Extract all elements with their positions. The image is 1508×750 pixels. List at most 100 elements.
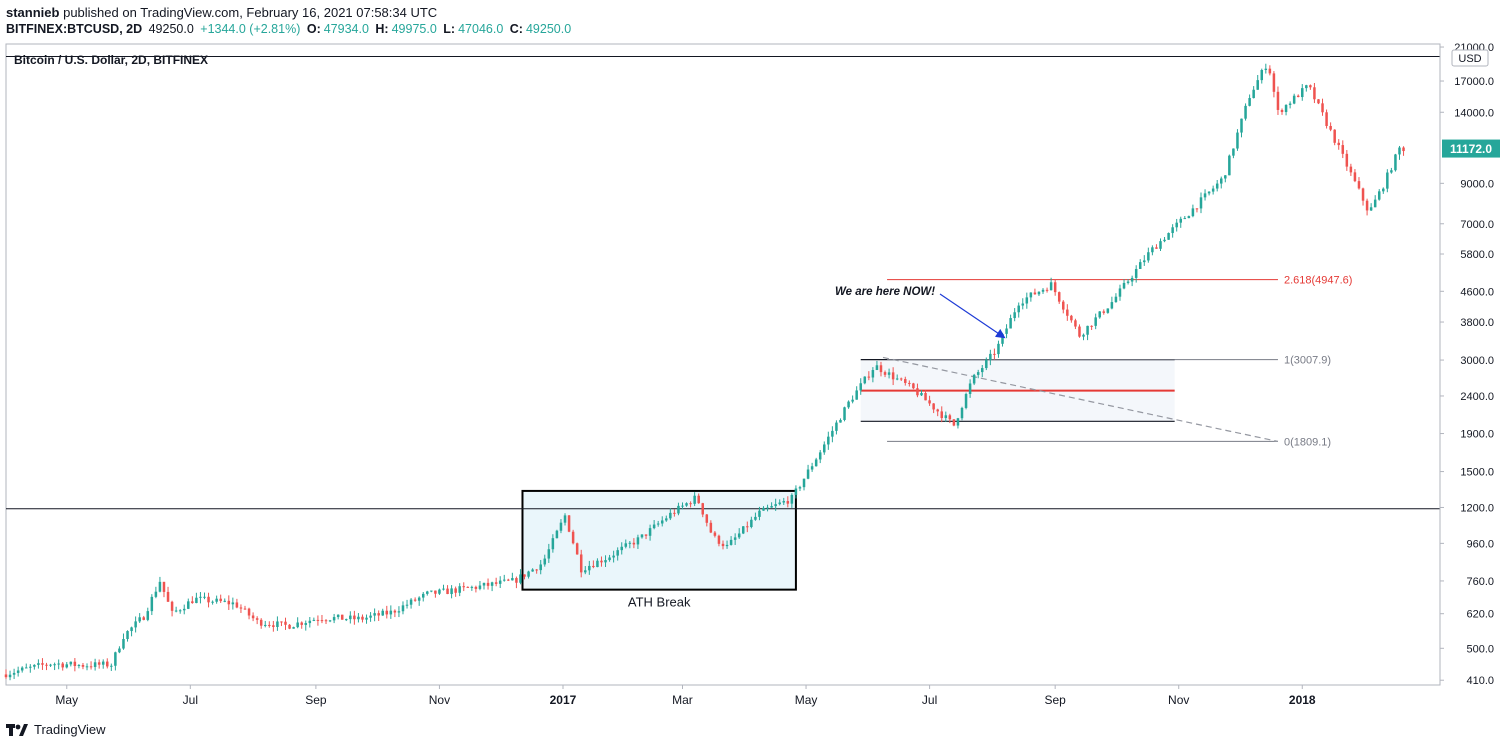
candle-body-49 xyxy=(203,596,206,598)
fib-label-2: 0(1809.1) xyxy=(1284,436,1331,448)
tradingview-brand: TradingView xyxy=(34,722,106,737)
candle-body-244 xyxy=(993,353,996,355)
candle-body-333 xyxy=(1353,172,1357,182)
x-tick-label-4: 2017 xyxy=(550,693,577,707)
y-tick-label-3: 760.0 xyxy=(1466,576,1494,588)
candle-body-314 xyxy=(1276,91,1280,110)
candle-body-331 xyxy=(1345,153,1349,167)
candle-body-303 xyxy=(1232,148,1235,156)
candle-body-43 xyxy=(178,610,182,612)
candle-body-305 xyxy=(1240,118,1243,133)
candle-body-279 xyxy=(1134,268,1138,278)
candle-body-169 xyxy=(689,503,692,505)
candle-body-342 xyxy=(1390,170,1393,173)
candle-body-155 xyxy=(632,542,636,545)
ohlc-legend: BITFINEX:BTCUSD, 2D 49250.0 +1344.0 (+2.… xyxy=(6,22,574,36)
candle-body-332 xyxy=(1349,166,1353,173)
candle-body-249 xyxy=(1013,312,1016,319)
x-tick-label-0: May xyxy=(55,693,78,707)
candle-body-112 xyxy=(458,586,461,593)
candle-body-80 xyxy=(328,620,332,622)
candle-body-288 xyxy=(1171,227,1174,234)
annotation-arrow xyxy=(939,293,1006,339)
candle-body-197 xyxy=(802,478,806,488)
candle-body-322 xyxy=(1309,85,1312,88)
candle-body-298 xyxy=(1211,188,1215,192)
candle-body-148 xyxy=(604,560,607,563)
candle-body-81 xyxy=(332,617,336,621)
open-label: O: xyxy=(306,22,321,36)
candle-body-121 xyxy=(494,582,498,584)
candle-body-131 xyxy=(535,569,538,571)
candle-body-225 xyxy=(916,388,919,396)
candle-body-51 xyxy=(211,601,214,603)
candle-body-30 xyxy=(126,631,129,640)
candle-body-319 xyxy=(1296,95,1300,98)
candle-body-12 xyxy=(53,664,56,666)
candle-body-79 xyxy=(324,620,328,622)
candle-body-264 xyxy=(1074,320,1077,327)
candle-body-133 xyxy=(543,558,547,565)
x-tick-label-6: May xyxy=(795,693,818,707)
candle-body-32 xyxy=(134,621,137,628)
candle-body-317 xyxy=(1288,103,1292,105)
candle-body-236 xyxy=(960,407,964,419)
candle-body-114 xyxy=(466,586,470,588)
candle-body-316 xyxy=(1284,104,1288,113)
candle-body-238 xyxy=(968,383,972,394)
candle-body-180 xyxy=(733,537,737,540)
candle-body-256 xyxy=(1041,289,1045,292)
fib-label-0: 2.618(4947.6) xyxy=(1284,275,1353,287)
candle-body-145 xyxy=(592,565,595,568)
publisher-name[interactable]: stannieb xyxy=(6,5,60,20)
candle-body-179 xyxy=(729,539,733,545)
candle-body-188 xyxy=(766,507,769,509)
candle-body-214 xyxy=(871,370,875,378)
candle-body-277 xyxy=(1126,281,1130,283)
candle-body-199 xyxy=(810,466,814,470)
candle-body-156 xyxy=(636,537,640,545)
candles xyxy=(4,63,1405,681)
candle-body-275 xyxy=(1118,288,1122,297)
candle-body-89 xyxy=(365,617,368,620)
candle-body-308 xyxy=(1252,89,1255,99)
candle-body-242 xyxy=(985,359,988,369)
candle-body-176 xyxy=(717,535,721,544)
price-chart[interactable]: ATH Break 2.618(4947.6) 1(3007.9) 0(1809.1)… xyxy=(0,0,1508,720)
candle-body-267 xyxy=(1086,325,1089,335)
candle-body-270 xyxy=(1098,311,1101,318)
candle-body-198 xyxy=(806,469,810,479)
candle-body-57 xyxy=(235,602,239,608)
fib-label-1: 1(3007.9) xyxy=(1284,355,1331,367)
candle-body-269 xyxy=(1094,317,1097,326)
candle-body-195 xyxy=(794,488,798,495)
candle-body-258 xyxy=(1049,282,1053,291)
candle-body-72 xyxy=(296,622,299,628)
y-tick-label-15: 14000.0 xyxy=(1454,107,1494,119)
axes: 410.0 500.0 620.0 760.0 960.0 1200.0 1500.0 190… xyxy=(6,42,1500,707)
candle-body-70 xyxy=(288,624,291,629)
candle-body-341 xyxy=(1386,172,1389,189)
candle-body-9 xyxy=(41,663,44,665)
candle-body-185 xyxy=(754,516,757,520)
candle-body-141 xyxy=(575,543,579,555)
candle-body-165 xyxy=(673,512,676,514)
candle-body-191 xyxy=(778,502,781,505)
candle-body-46 xyxy=(191,601,194,604)
candle-body-94 xyxy=(385,610,389,615)
x-tick-label-1: Jul xyxy=(183,693,198,707)
candle-body-262 xyxy=(1066,309,1069,316)
candle-body-339 xyxy=(1377,191,1381,200)
candle-body-78 xyxy=(320,620,324,622)
candle-body-190 xyxy=(774,504,777,507)
candle-body-33 xyxy=(138,617,141,622)
tradingview-logo[interactable]: TradingView xyxy=(6,722,106,737)
candle-body-10 xyxy=(45,664,48,666)
candle-body-18 xyxy=(77,665,81,667)
candle-body-44 xyxy=(182,608,186,611)
candle-body-37 xyxy=(154,591,158,597)
candle-body-234 xyxy=(952,419,956,426)
candle-body-16 xyxy=(69,661,73,665)
candle-body-138 xyxy=(563,515,567,523)
candle-body-113 xyxy=(462,586,466,588)
